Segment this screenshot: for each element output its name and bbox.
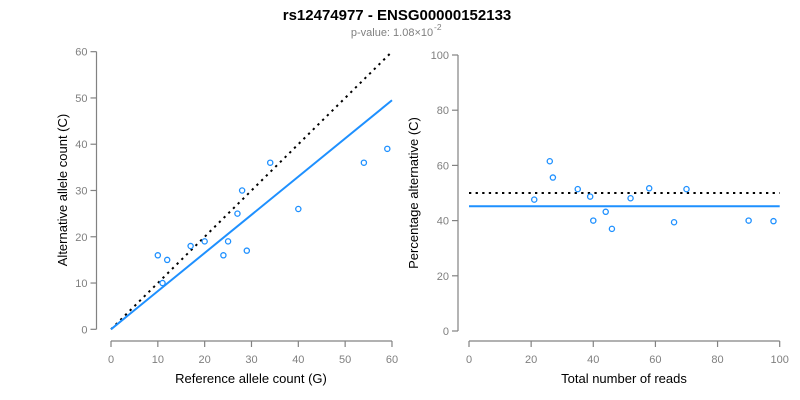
x-tick-label: 0 xyxy=(108,354,114,366)
y-tick-label: 100 xyxy=(431,50,449,62)
data-point xyxy=(238,187,246,194)
y-tick-label: 0 xyxy=(81,324,87,336)
x-tick-label: 10 xyxy=(152,354,164,366)
left-yaxis-title: Alternative allele count (C) xyxy=(55,114,70,266)
reference-dotted-line xyxy=(110,52,391,331)
data-point xyxy=(201,238,208,245)
figure-subtitle-exponent: -2 xyxy=(434,22,442,32)
x-tick-label: 0 xyxy=(466,354,472,366)
data-point xyxy=(586,193,594,200)
x-tick-label: 50 xyxy=(339,354,351,366)
data-point xyxy=(574,185,581,193)
y-tick-label: 40 xyxy=(437,216,449,228)
y-tick-label: 10 xyxy=(75,278,87,290)
x-tick-label: 80 xyxy=(711,354,723,366)
data-point xyxy=(159,279,166,287)
data-point xyxy=(627,194,634,202)
x-tick-label: 20 xyxy=(525,354,537,366)
data-point xyxy=(163,256,171,264)
y-tick-label: 60 xyxy=(437,160,449,172)
data-point xyxy=(546,158,554,165)
data-point xyxy=(549,174,557,181)
x-tick-label: 20 xyxy=(199,354,211,366)
x-tick-label: 60 xyxy=(649,354,661,366)
data-point xyxy=(243,247,251,254)
data-point xyxy=(187,242,194,250)
x-tick-label: 100 xyxy=(771,354,789,366)
y-tick-label: 20 xyxy=(437,271,449,283)
y-tick-label: 20 xyxy=(75,232,87,244)
fit-line xyxy=(110,99,393,331)
data-point xyxy=(602,208,609,216)
data-point xyxy=(745,217,752,224)
data-point xyxy=(384,145,391,153)
left-xaxis-title: Reference allele count (G) xyxy=(175,371,327,386)
right-yaxis-title: Percentage alternative (C) xyxy=(406,117,421,269)
x-tick-label: 60 xyxy=(386,354,398,366)
data-point xyxy=(295,205,302,213)
left-scatter-panel: 0 10 20 30 40 50 60 0 10 20 30 40 50 60 xyxy=(75,47,398,366)
data-point xyxy=(224,238,232,245)
x-tick-label: 30 xyxy=(245,354,257,366)
y-tick-label: 40 xyxy=(75,139,87,151)
data-point xyxy=(670,219,678,226)
data-point xyxy=(608,225,616,233)
data-point xyxy=(530,196,538,203)
y-tick-label: 80 xyxy=(437,105,449,117)
data-point xyxy=(234,210,241,217)
right-scatter-panel: 0 20 40 60 80 100 0 20 40 60 80 100 xyxy=(431,50,789,366)
data-point xyxy=(645,185,653,192)
figure-title: rs12474977 - ENSG00000152133 xyxy=(283,7,512,24)
data-point xyxy=(770,217,777,225)
data-point xyxy=(590,217,597,224)
figure-subtitle-pvalue: p-value: 1.08×10 xyxy=(351,27,433,39)
y-tick-label: 60 xyxy=(75,47,87,59)
data-point xyxy=(154,252,162,259)
right-xaxis-title: Total number of reads xyxy=(561,371,687,386)
data-point xyxy=(220,252,227,259)
data-point xyxy=(360,159,368,166)
x-tick-label: 40 xyxy=(587,354,599,366)
y-tick-label: 0 xyxy=(443,326,449,338)
data-point xyxy=(266,159,274,166)
x-tick-label: 40 xyxy=(292,354,304,366)
y-tick-label: 50 xyxy=(75,93,87,105)
y-tick-label: 30 xyxy=(75,185,87,197)
data-point xyxy=(683,185,690,193)
